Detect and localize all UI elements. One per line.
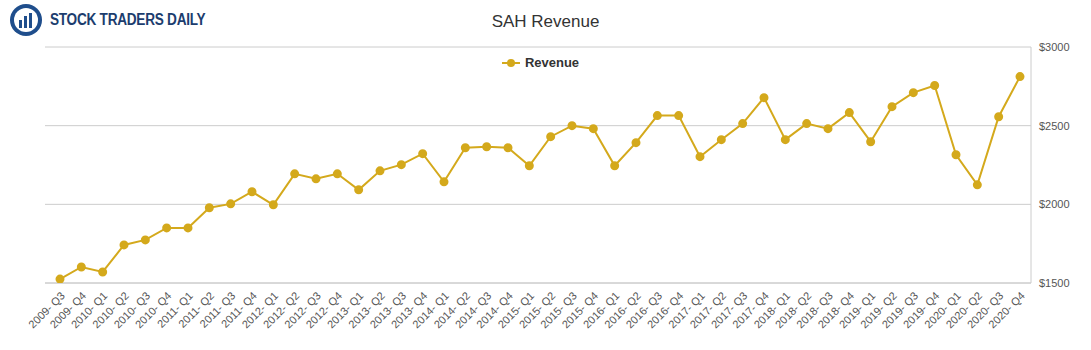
svg-text:2012- Q1: 2012- Q1 xyxy=(239,289,281,331)
svg-text:2016- Q2: 2016- Q2 xyxy=(602,289,643,331)
svg-text:2018- Q2: 2018- Q2 xyxy=(772,289,814,331)
svg-text:2013- Q4: 2013- Q4 xyxy=(388,289,430,331)
svg-text:2018- Q4: 2018- Q4 xyxy=(815,289,857,331)
svg-text:2014- Q3: 2014- Q3 xyxy=(452,289,494,331)
svg-text:2013- Q1: 2013- Q1 xyxy=(324,289,366,331)
svg-text:2013- Q2: 2013- Q2 xyxy=(346,289,387,331)
svg-text:$2500: $2500 xyxy=(1039,120,1070,132)
svg-text:2015- Q2: 2015- Q2 xyxy=(516,289,558,331)
svg-text:2018- Q1: 2018- Q1 xyxy=(751,289,793,331)
html-text:Revenue: Revenue xyxy=(524,55,580,70)
svg-text:2014- Q2: 2014- Q2 xyxy=(431,289,473,331)
svg-text:2019- Q3: 2019- Q3 xyxy=(879,289,921,331)
svg-text:2011- Q2: 2011- Q2 xyxy=(175,289,217,330)
svg-text:2009- Q4: 2009- Q4 xyxy=(47,289,89,331)
html-text:STOCK TRADERS DAILY: STOCK TRADERS DAILY xyxy=(50,11,206,28)
svg-text:2016- Q3: 2016- Q3 xyxy=(623,289,665,331)
svg-text:2014- Q1: 2014- Q1 xyxy=(410,289,451,331)
svg-text:2011- Q3: 2011- Q3 xyxy=(197,289,238,330)
svg-text:2020- Q4: 2020- Q4 xyxy=(986,289,1027,330)
svg-text:2015- Q4: 2015- Q4 xyxy=(559,289,601,331)
svg-text:2016- Q4: 2016- Q4 xyxy=(644,289,686,331)
svg-text:2010- Q2: 2010- Q2 xyxy=(90,289,131,331)
svg-text:2012- Q3: 2012- Q3 xyxy=(282,289,323,331)
svg-text:2009- Q3: 2009- Q3 xyxy=(26,289,67,331)
svg-text:2019- Q1: 2019- Q1 xyxy=(836,289,878,331)
svg-text:2018- Q3: 2018- Q3 xyxy=(794,289,835,331)
html-text:SAH Revenue: SAH Revenue xyxy=(491,12,600,31)
svg-text:2020- Q3: 2020- Q3 xyxy=(964,289,1006,331)
svg-text:$3000: $3000 xyxy=(1039,41,1070,53)
svg-text:2012- Q2: 2012- Q2 xyxy=(260,289,302,331)
svg-text:2016- Q1: 2016- Q1 xyxy=(580,289,622,331)
svg-text:2011- Q1: 2011- Q1 xyxy=(154,289,195,330)
svg-text:2014- Q4: 2014- Q4 xyxy=(474,289,515,331)
svg-text:2010- Q4: 2010- Q4 xyxy=(132,289,174,331)
svg-text:2011- Q4: 2011- Q4 xyxy=(218,289,259,330)
svg-text:2013- Q3: 2013- Q3 xyxy=(367,289,409,331)
svg-text:2017- Q1: 2017- Q1 xyxy=(666,289,707,331)
svg-text:2012- Q4: 2012- Q4 xyxy=(303,289,345,331)
svg-text:2019- Q4: 2019- Q4 xyxy=(900,289,942,331)
svg-text:2010- Q1: 2010- Q1 xyxy=(68,289,110,331)
svg-text:2017- Q4: 2017- Q4 xyxy=(730,289,771,331)
svg-text:2017- Q3: 2017- Q3 xyxy=(708,289,750,331)
svg-text:2017- Q2: 2017- Q2 xyxy=(687,289,729,331)
svg-text:$1500: $1500 xyxy=(1039,277,1070,289)
svg-text:2015- Q1: 2015- Q1 xyxy=(495,289,537,331)
svg-text:2020- Q2: 2020- Q2 xyxy=(943,289,985,331)
svg-text:2010- Q3: 2010- Q3 xyxy=(111,289,153,331)
svg-text:2015- Q3: 2015- Q3 xyxy=(538,289,579,331)
svg-text:$2000: $2000 xyxy=(1039,198,1070,210)
svg-text:2019- Q2: 2019- Q2 xyxy=(858,289,899,331)
svg-text:2020- Q1: 2020- Q1 xyxy=(922,289,963,331)
